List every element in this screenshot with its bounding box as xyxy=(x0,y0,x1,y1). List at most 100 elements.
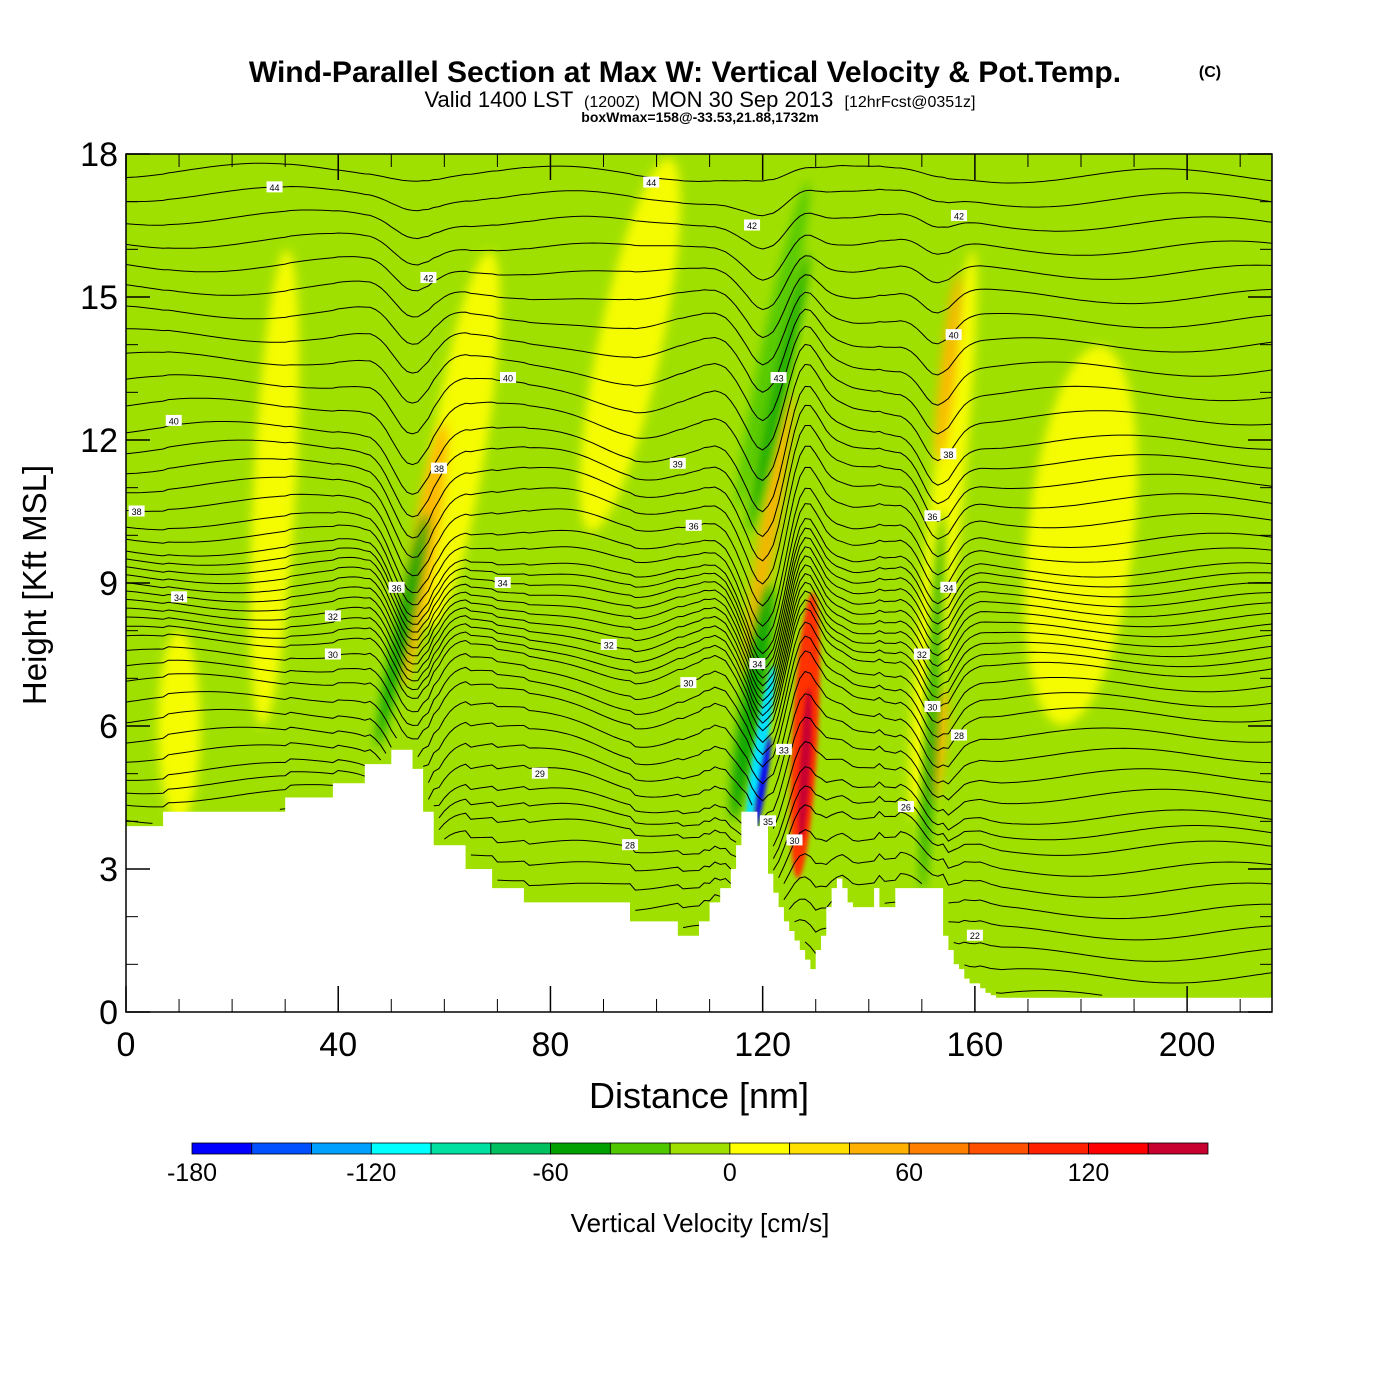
velocity-feature-weak_up xyxy=(579,158,681,532)
isentrope-label-box xyxy=(940,448,957,460)
colorbar: -180 -120 -60 0 60 120 xyxy=(167,1142,1209,1187)
isentrope-label: 36 xyxy=(388,581,405,593)
isentrope-label: 30 xyxy=(786,834,803,846)
isentrope-label: 30 xyxy=(924,700,941,712)
isentrope xyxy=(783,851,1272,898)
isentrope-label: 32 xyxy=(324,610,341,622)
valid-utc: (1200Z) xyxy=(584,94,640,111)
colorbar-tick-label: 0 xyxy=(723,1159,737,1187)
isentrope xyxy=(635,894,721,911)
isentrope-label-box xyxy=(770,372,787,384)
isentrope xyxy=(948,919,1272,941)
colorbar-label: Vertical Velocity [cm/s] xyxy=(571,1208,830,1238)
isentrope-label-box xyxy=(128,505,145,517)
isentrope-label-text: 42 xyxy=(747,221,757,231)
y-tick-label: 3 xyxy=(99,851,118,889)
isentrope-label-text: 36 xyxy=(927,512,937,522)
isentrope-label: 42 xyxy=(950,209,967,221)
x-tick-label: 120 xyxy=(734,1026,791,1064)
isentrope-label: 30 xyxy=(680,677,697,689)
velocity-feature-moderate_down xyxy=(748,252,809,533)
isentrope xyxy=(126,232,1272,281)
isentrope-label: 42 xyxy=(420,271,437,283)
plot-area: 22 26 28 28 29 30 30 30 30 32 32 32 33 34 34 34 34 35 36 36… xyxy=(126,154,1272,1012)
isentrope xyxy=(126,527,1272,663)
isentrope xyxy=(126,517,1272,655)
isentrope-label-box xyxy=(643,176,660,188)
isentrope-label-box xyxy=(924,700,941,712)
isentrope-label: 34 xyxy=(749,658,766,670)
velocity-feature-weak_down xyxy=(737,181,810,508)
isentrope xyxy=(433,783,742,824)
isentrope-label-text: 30 xyxy=(683,679,693,689)
isentrope-label-box xyxy=(266,181,283,193)
isentrope xyxy=(427,763,742,807)
isentrope-label-box xyxy=(324,610,341,622)
isentrope-label-box xyxy=(913,648,930,660)
forecast-info: [12hrFcst@0351z] xyxy=(845,94,976,111)
isentrope xyxy=(683,924,700,929)
isentrope xyxy=(948,899,1272,920)
isentrope xyxy=(438,798,742,836)
isentrope-label-box xyxy=(500,372,516,384)
isentrope-label: 39 xyxy=(669,457,686,469)
isentrope-label: 32 xyxy=(913,648,930,660)
isentrope-label-text: 32 xyxy=(604,640,614,650)
y-tick-label: 6 xyxy=(99,708,118,746)
colorbar-tick-label: -60 xyxy=(533,1159,569,1187)
isentrope-label: 40 xyxy=(945,329,962,341)
y-tick-label: 0 xyxy=(99,994,118,1032)
isentrope xyxy=(126,209,1272,250)
terrain-mask xyxy=(126,749,1272,1012)
isentrope-label-text: 42 xyxy=(954,211,964,221)
isentrope-label-text: 34 xyxy=(752,660,762,670)
isentrope xyxy=(126,445,1272,585)
isentrope xyxy=(438,812,737,843)
isentrope xyxy=(794,919,827,933)
isentrope xyxy=(126,425,1272,562)
isentrope-label: 36 xyxy=(924,510,941,522)
isentrope-label: 38 xyxy=(128,505,145,517)
isentrope-label-box xyxy=(431,462,448,474)
isentrope-label-box xyxy=(420,271,437,283)
isentrope-label-box xyxy=(622,839,639,851)
colorbar-swatch xyxy=(729,1142,791,1155)
isentrope xyxy=(126,607,1272,732)
isentrope-label: 32 xyxy=(600,638,617,650)
isentrope xyxy=(126,769,365,795)
isentrope xyxy=(126,308,1272,393)
isentrope xyxy=(126,487,1272,627)
isentrope-label-text: 40 xyxy=(169,416,179,426)
isentrope xyxy=(772,766,1272,847)
isentrope xyxy=(126,784,333,808)
isentrope-label: 33 xyxy=(775,743,792,755)
y-tick-label: 9 xyxy=(99,565,118,603)
isentrope-label-text: 30 xyxy=(328,650,338,660)
isentrope xyxy=(778,829,1272,879)
copyright-mark: (C) xyxy=(1199,64,1221,81)
isentrope-label-box xyxy=(950,209,967,221)
isentrope-label: 30 xyxy=(324,648,341,660)
y-tick-label: 18 xyxy=(80,136,118,174)
potential-temperature-contours xyxy=(126,162,1272,996)
isentrope-label-box xyxy=(924,510,941,522)
isentrope xyxy=(126,255,1272,311)
y-tick-label: 12 xyxy=(80,422,118,460)
isentrope-label-text: 40 xyxy=(503,374,513,384)
isentrope-label-text: 32 xyxy=(328,612,338,622)
isentrope-label: 34 xyxy=(171,591,188,603)
isentrope-label-text: 35 xyxy=(763,817,773,827)
contour-labels: 22 26 28 28 29 30 30 30 30 32 32 32 33 34 34 34 34 35 36 36… xyxy=(128,176,983,941)
isentrope-label-box xyxy=(669,457,686,469)
isentrope-label-text: 38 xyxy=(132,507,142,517)
isentrope-label: 22 xyxy=(966,929,983,941)
velocity-feature-core_up xyxy=(798,687,812,841)
colorbar-tick-label: -120 xyxy=(346,1159,396,1187)
isentrope-label: 35 xyxy=(759,815,776,827)
isentrope-label: 43 xyxy=(770,372,787,384)
isentrope-label-text: 28 xyxy=(954,731,964,741)
isentrope-label-box xyxy=(786,834,803,846)
colorbar-swatch xyxy=(849,1142,910,1155)
velocity-feature-moderate_down xyxy=(730,584,774,820)
isentrope-label-text: 36 xyxy=(392,583,402,593)
